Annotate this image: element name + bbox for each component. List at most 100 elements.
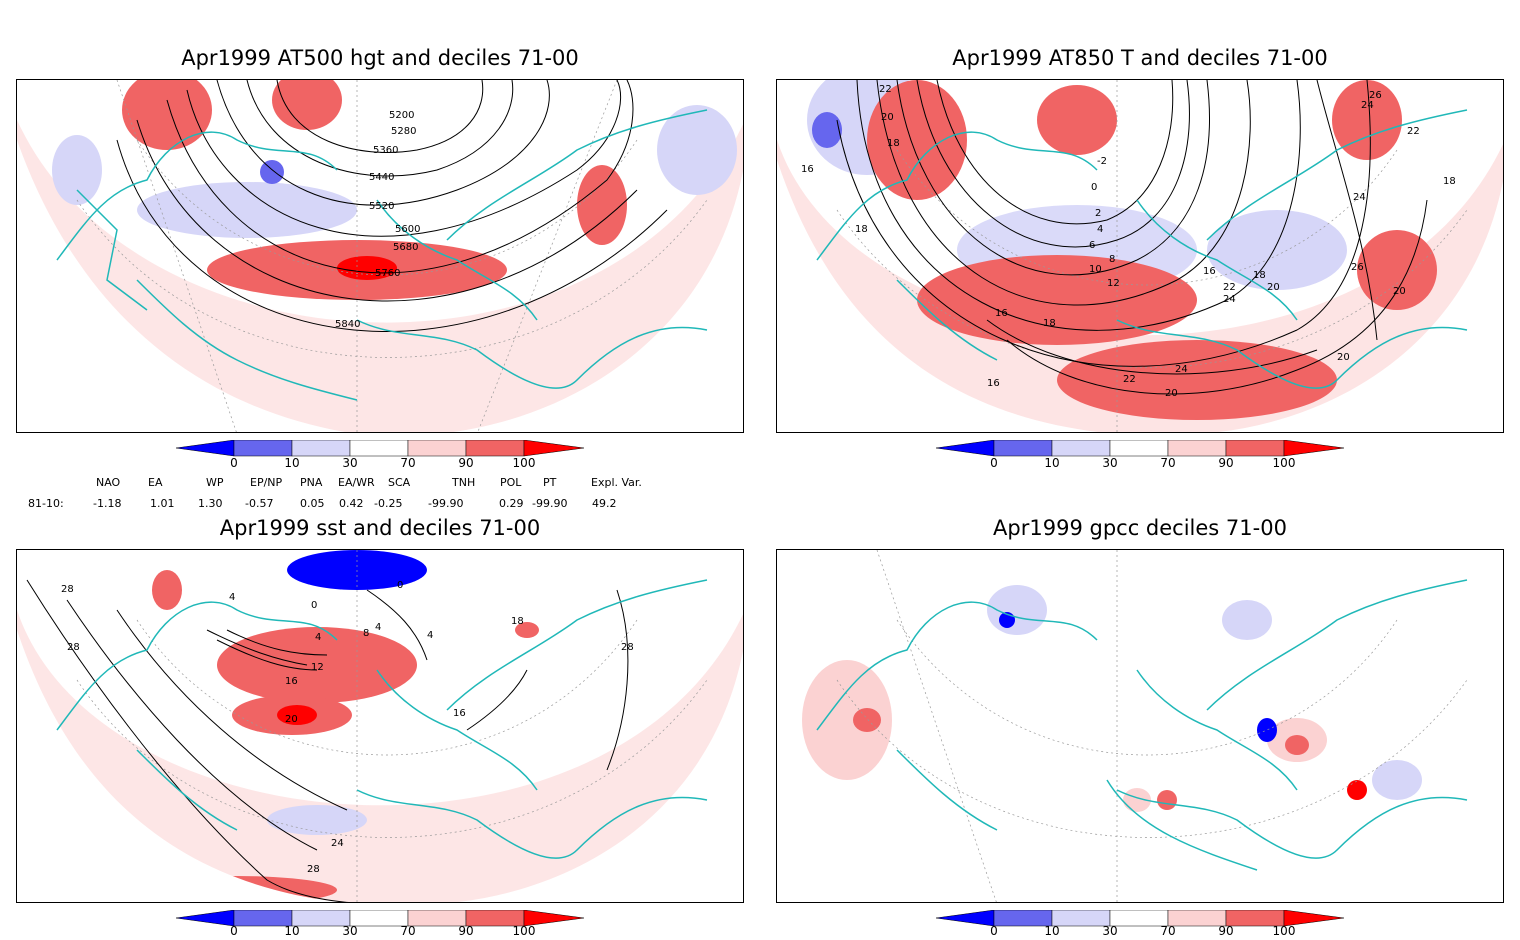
colorbar-top-left-svg bbox=[175, 439, 585, 457]
colorbar-label: 70 bbox=[400, 924, 416, 938]
index-value: 0.05 bbox=[300, 497, 325, 510]
contour-label: 28 bbox=[61, 584, 74, 595]
contour-label: 12 bbox=[1107, 278, 1120, 289]
contour-label: 10 bbox=[1089, 264, 1102, 275]
contour-label: 18 bbox=[855, 224, 868, 235]
colorbar-label: 100 bbox=[512, 924, 536, 938]
index-value: -99.90 bbox=[532, 497, 568, 510]
contour-label: 20 bbox=[1393, 286, 1406, 297]
contour-label: 5280 bbox=[391, 126, 416, 137]
colorbar-label: 100 bbox=[1272, 456, 1296, 470]
index-value: -1.18 bbox=[93, 497, 122, 510]
colorbar-bottom-left: 0 10 30 70 90 100 bbox=[175, 909, 586, 940]
colorbar-label: 10 bbox=[1044, 456, 1060, 470]
colorbar-bottom-right-svg bbox=[935, 909, 1345, 927]
contour-label: 4 bbox=[229, 592, 235, 603]
contour-label: 5200 bbox=[389, 110, 414, 121]
index-value: -0.57 bbox=[245, 497, 274, 510]
colorbar-label: 90 bbox=[1218, 456, 1234, 470]
colorbar-bottom-right: 0 10 30 70 90 100 bbox=[935, 909, 1346, 940]
panel-title-hgt500: Apr1999 AT500 hgt and deciles 71-00 bbox=[181, 46, 579, 70]
contour-label: 22 bbox=[1223, 282, 1236, 293]
map-hgt500: 5200 5280 5360 5440 5520 5600 5680 5760 … bbox=[16, 79, 744, 433]
colorbar-label: 70 bbox=[1160, 456, 1176, 470]
contour-label: -2 bbox=[1097, 156, 1107, 167]
index-header: PNA bbox=[300, 476, 323, 489]
index-row-label: 81-10: bbox=[28, 497, 64, 510]
contour-label: 18 bbox=[887, 138, 900, 149]
contour-label: 22 bbox=[1123, 374, 1136, 385]
contour-label: 20 bbox=[1337, 352, 1350, 363]
contour-label: 28 bbox=[67, 642, 80, 653]
contour-label: 22 bbox=[879, 84, 892, 95]
contour-label: 0 bbox=[311, 600, 317, 611]
index-value: 0.42 bbox=[339, 497, 364, 510]
colorbar-label: 30 bbox=[1102, 456, 1118, 470]
contour-label: 4 bbox=[315, 632, 321, 643]
map-hgt500-svg: 5200 5280 5360 5440 5520 5600 5680 5760 … bbox=[17, 80, 743, 432]
contour-label: 4 bbox=[427, 630, 433, 641]
index-value: -0.25 bbox=[374, 497, 403, 510]
panel-title-gpcc: Apr1999 gpcc deciles 71-00 bbox=[993, 516, 1287, 540]
colorbar-top-left: 0 10 30 70 90 100 bbox=[175, 439, 586, 476]
colorbar-label: 0 bbox=[990, 924, 998, 938]
contour-label: 2 bbox=[1095, 208, 1101, 219]
panel-title-sst: Apr1999 sst and deciles 71-00 bbox=[219, 516, 541, 540]
contour-label: 22 bbox=[1407, 126, 1420, 137]
contour-label: 18 bbox=[1253, 270, 1266, 281]
contour-label: 12 bbox=[311, 662, 324, 673]
contour-label: 20 bbox=[285, 714, 298, 725]
index-header: WP bbox=[206, 476, 224, 489]
contour-label: 8 bbox=[363, 628, 369, 639]
colorbar-label: 0 bbox=[230, 456, 238, 470]
contour-label: 16 bbox=[987, 378, 1000, 389]
contour-label: 16 bbox=[995, 308, 1008, 319]
index-value: -99.90 bbox=[428, 497, 464, 510]
colorbar-label: 100 bbox=[512, 456, 536, 470]
contour-label: 16 bbox=[1203, 266, 1216, 277]
contour-label: 5840 bbox=[335, 319, 360, 330]
colorbar-label: 90 bbox=[458, 456, 474, 470]
contour-label: 0 bbox=[397, 580, 403, 591]
index-value: 49.2 bbox=[592, 497, 617, 510]
contour-label: 5520 bbox=[369, 201, 394, 212]
contour-label: 4 bbox=[375, 622, 381, 633]
colorbar-label: 0 bbox=[990, 456, 998, 470]
contour-label: 4 bbox=[1097, 224, 1103, 235]
colorbar-label: 10 bbox=[1044, 924, 1060, 938]
index-header: EA/WR bbox=[338, 476, 375, 489]
colorbar-label: 0 bbox=[230, 924, 238, 938]
map-gpcc-svg bbox=[802, 550, 1468, 902]
colorbar-label: 10 bbox=[284, 924, 300, 938]
colorbar-label: 70 bbox=[1160, 924, 1176, 938]
contour-label: 24 bbox=[1175, 364, 1188, 375]
contour-label: 16 bbox=[453, 708, 466, 719]
colorbar-label: 90 bbox=[1218, 924, 1234, 938]
map-gpcc bbox=[776, 549, 1504, 903]
contour-label: 6 bbox=[1089, 240, 1095, 251]
index-header: TNH bbox=[452, 476, 476, 489]
colorbar-top-right: 0 10 30 70 90 100 bbox=[935, 439, 1346, 476]
colorbar-bottom-left-svg bbox=[175, 909, 585, 927]
contour-label: 20 bbox=[881, 112, 894, 123]
contour-label: 18 bbox=[1043, 318, 1056, 329]
index-header: EA bbox=[148, 476, 163, 489]
map-sst-svg: 28 28 4 0 0 4 4 8 12 16 20 4 16 18 28 24… bbox=[17, 550, 743, 902]
colorbar-label: 30 bbox=[342, 924, 358, 938]
index-value: 1.01 bbox=[150, 497, 175, 510]
index-header: NAO bbox=[96, 476, 121, 489]
index-header: POL bbox=[500, 476, 522, 489]
contour-label: 0 bbox=[1091, 182, 1097, 193]
contour-label: 18 bbox=[511, 616, 524, 627]
contour-label: 20 bbox=[1165, 388, 1178, 399]
colorbar-label: 100 bbox=[1272, 924, 1296, 938]
contour-label: 16 bbox=[285, 676, 298, 687]
contour-label: 28 bbox=[307, 864, 320, 875]
contour-label: 26 bbox=[1351, 262, 1364, 273]
panel-title-t850: Apr1999 AT850 T and deciles 71-00 bbox=[952, 46, 1328, 70]
map-t850: 22 20 18 16 18 -2 0 2 4 6 8 10 12 16 18 … bbox=[776, 79, 1504, 433]
contour-label: 24 bbox=[1353, 192, 1366, 203]
contour-label: 5360 bbox=[373, 145, 398, 156]
contour-label: 8 bbox=[1109, 254, 1115, 265]
colorbar-label: 70 bbox=[400, 456, 416, 470]
